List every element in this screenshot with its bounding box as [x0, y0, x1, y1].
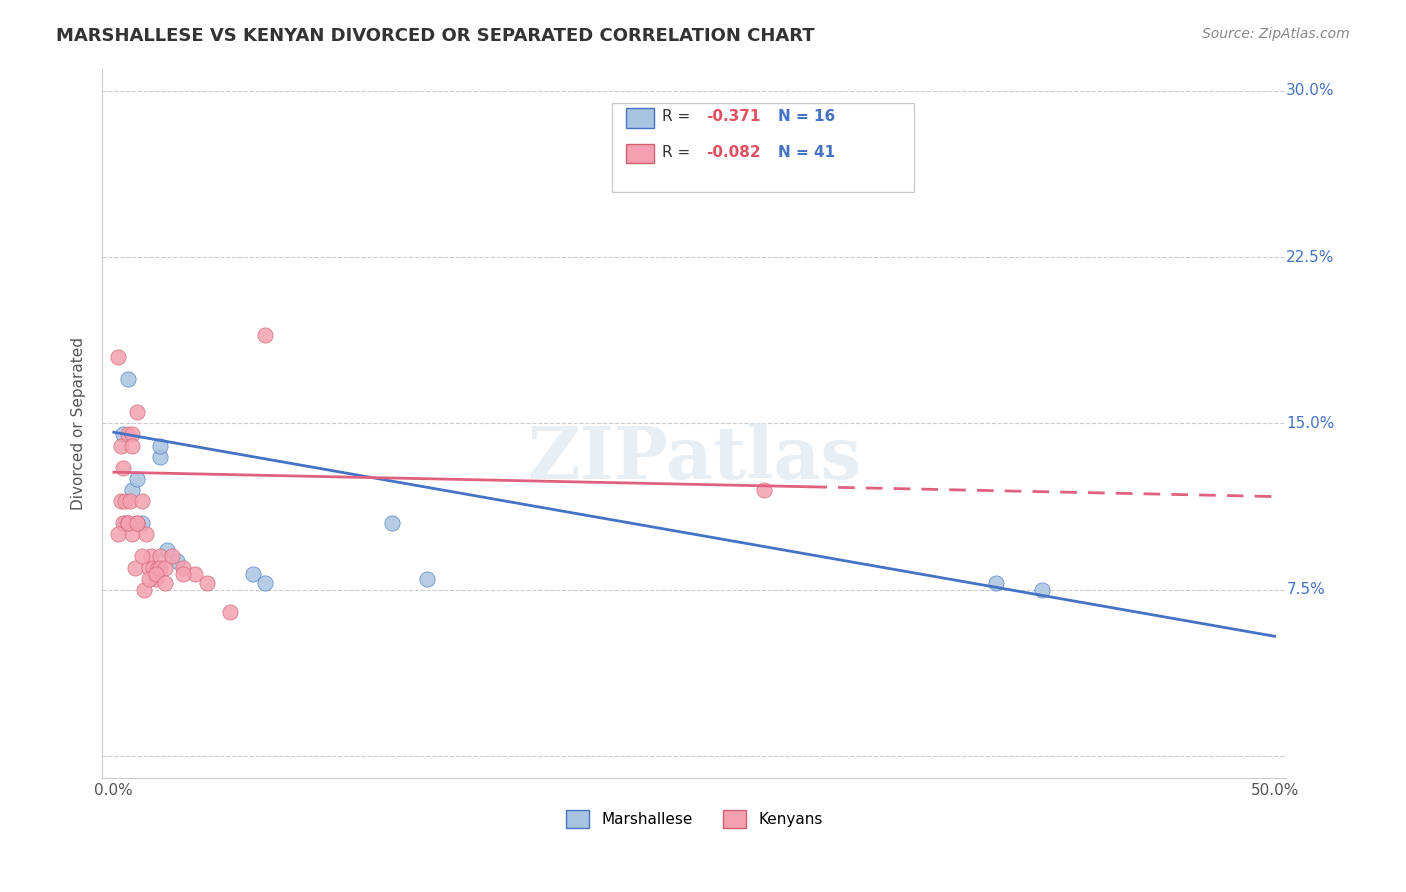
Point	[125, 472, 148, 486]
Text: MARSHALLESE VS KENYAN DIVORCED OR SEPARATED CORRELATION CHART: MARSHALLESE VS KENYAN DIVORCED OR SEPARA…	[56, 27, 815, 45]
Point	[117, 427, 139, 442]
Point	[195, 576, 218, 591]
Text: R =: R =	[662, 110, 696, 124]
Point	[114, 494, 136, 508]
Y-axis label: Divorced or Separated: Divorced or Separated	[72, 337, 86, 510]
Text: 22.5%: 22.5%	[1286, 250, 1334, 265]
Point	[145, 572, 167, 586]
Point	[156, 542, 179, 557]
Text: -0.082: -0.082	[706, 145, 761, 160]
Point	[135, 527, 157, 541]
Point	[149, 560, 172, 574]
Point	[166, 554, 188, 568]
Point	[131, 516, 153, 531]
Point	[110, 494, 132, 508]
Point	[752, 483, 775, 497]
Point	[121, 438, 143, 452]
Point	[172, 560, 194, 574]
Point	[121, 427, 143, 442]
Point	[984, 576, 1007, 591]
Point	[416, 572, 439, 586]
Point	[112, 460, 135, 475]
Text: R =: R =	[662, 145, 696, 160]
Text: Source: ZipAtlas.com: Source: ZipAtlas.com	[1202, 27, 1350, 41]
Point	[253, 576, 276, 591]
Text: ZIPatlas: ZIPatlas	[527, 424, 862, 494]
Point	[253, 327, 276, 342]
Legend: Marshallese, Kenyans: Marshallese, Kenyans	[560, 804, 828, 834]
Point	[153, 576, 176, 591]
Point	[110, 438, 132, 452]
Text: 30.0%: 30.0%	[1286, 83, 1334, 98]
Point	[125, 516, 148, 531]
Point	[125, 516, 148, 531]
Point	[139, 549, 162, 564]
Point	[172, 567, 194, 582]
Point	[184, 567, 207, 582]
Point	[219, 605, 242, 619]
Point	[138, 560, 160, 574]
Point	[138, 572, 160, 586]
Text: -0.371: -0.371	[706, 110, 761, 124]
Point	[381, 516, 404, 531]
Point	[149, 450, 172, 464]
Point	[114, 516, 136, 531]
Point	[1031, 582, 1053, 597]
Point	[132, 582, 155, 597]
Point	[242, 567, 264, 582]
Point	[121, 483, 143, 497]
Point	[124, 560, 146, 574]
Point	[149, 438, 172, 452]
Point	[145, 567, 167, 582]
Point	[112, 427, 135, 442]
Text: N = 16: N = 16	[778, 110, 835, 124]
Point	[142, 560, 165, 574]
Point	[120, 494, 142, 508]
Point	[149, 549, 172, 564]
Point	[121, 527, 143, 541]
Text: N = 41: N = 41	[778, 145, 835, 160]
Point	[112, 516, 135, 531]
Point	[117, 516, 139, 531]
Text: 7.5%: 7.5%	[1286, 582, 1324, 598]
Point	[146, 560, 169, 574]
Point	[107, 350, 129, 364]
Point	[117, 372, 139, 386]
Point	[160, 549, 183, 564]
Point	[117, 516, 139, 531]
Point	[125, 405, 148, 419]
Point	[131, 494, 153, 508]
Point	[153, 560, 176, 574]
Point	[107, 527, 129, 541]
Text: 15.0%: 15.0%	[1286, 416, 1334, 431]
Point	[131, 549, 153, 564]
